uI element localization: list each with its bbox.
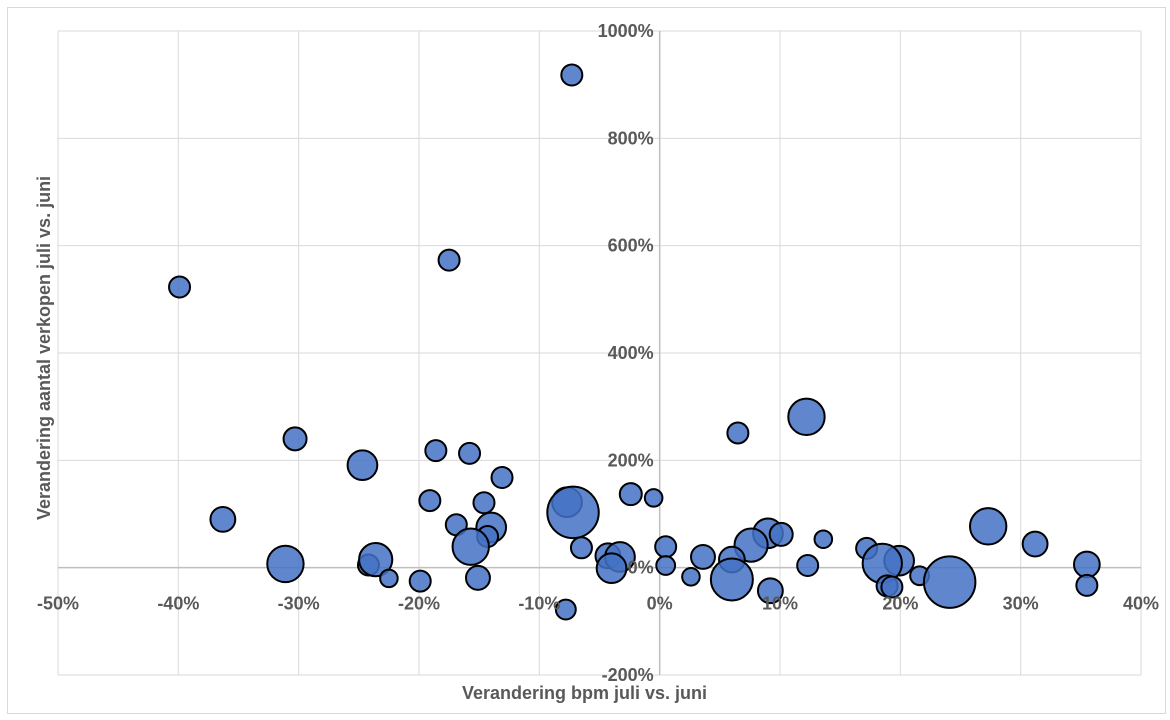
bubble-point bbox=[451, 527, 490, 566]
x-tick-label: 10% bbox=[762, 594, 798, 614]
bubble-point bbox=[690, 543, 716, 570]
bubble-point bbox=[796, 554, 820, 578]
bubble-point bbox=[266, 544, 305, 584]
bubble-point bbox=[437, 248, 461, 272]
bubble-point bbox=[1021, 530, 1049, 558]
bubble-point bbox=[168, 275, 192, 299]
x-tick-label: 20% bbox=[882, 594, 918, 614]
bubble-point bbox=[709, 557, 754, 602]
bubble-point bbox=[554, 598, 577, 621]
x-tick-label: -10% bbox=[518, 594, 560, 614]
y-tick-label: 1000% bbox=[598, 21, 654, 41]
x-tick-label: -50% bbox=[37, 594, 79, 614]
bubble-point bbox=[595, 552, 628, 585]
x-tick-label: 40% bbox=[1123, 594, 1159, 614]
bubble-point bbox=[813, 529, 834, 550]
bubble-point bbox=[655, 555, 677, 576]
y-tick-label: -200% bbox=[602, 665, 654, 685]
bubble-point bbox=[1075, 573, 1099, 597]
chart-frame bbox=[7, 7, 1166, 714]
bubble-point bbox=[418, 489, 442, 513]
bubble-point bbox=[546, 485, 600, 540]
bubble-point bbox=[643, 488, 664, 508]
x-tick-label: -40% bbox=[157, 594, 199, 614]
bubble-point bbox=[282, 426, 308, 452]
bubble-point bbox=[726, 421, 750, 445]
bubble-point bbox=[654, 535, 678, 559]
bubble-point bbox=[379, 568, 399, 589]
bubble-point bbox=[358, 542, 394, 578]
bubble-point bbox=[424, 439, 448, 463]
x-axis-title: Verandering bpm juli vs. juni bbox=[462, 683, 707, 703]
bubble-point bbox=[968, 507, 1008, 546]
bubble-point bbox=[768, 521, 794, 547]
bubbles bbox=[168, 63, 1101, 621]
x-tick-label: -30% bbox=[278, 594, 320, 614]
y-tick-label: 600% bbox=[608, 236, 654, 256]
bubble-point bbox=[922, 555, 977, 609]
bubble-point bbox=[618, 482, 643, 507]
y-tick-label: 0% bbox=[628, 558, 654, 578]
x-tick-label: 0% bbox=[647, 594, 673, 614]
bubble-point bbox=[756, 577, 784, 605]
x-tick-label: -20% bbox=[398, 594, 440, 614]
tick-labels: -50% -40% -30% -20% -10% 0% 10% 20% 30% 40% -200% 0… bbox=[37, 21, 1159, 685]
bubble-point bbox=[1072, 550, 1101, 579]
bubble-point bbox=[346, 449, 379, 482]
x-tick-label: 30% bbox=[1003, 594, 1039, 614]
bubble-point bbox=[569, 536, 593, 560]
y-tick-label: 200% bbox=[608, 450, 654, 470]
y-tick-label: 400% bbox=[608, 343, 654, 363]
bubble-point bbox=[209, 505, 237, 533]
bubble-point bbox=[787, 397, 826, 437]
bubble-point bbox=[408, 569, 432, 593]
bubble-point bbox=[681, 567, 701, 587]
y-axis-title: Verandering aantal verkopen juli vs. jun… bbox=[34, 176, 54, 520]
bubble-point bbox=[560, 63, 584, 87]
bubble-point bbox=[490, 466, 514, 490]
bubble-point bbox=[880, 575, 904, 599]
bubble-point bbox=[464, 564, 491, 591]
y-tick-label: 800% bbox=[608, 128, 654, 148]
bubble-point bbox=[472, 491, 496, 515]
bubble-point bbox=[458, 441, 482, 465]
